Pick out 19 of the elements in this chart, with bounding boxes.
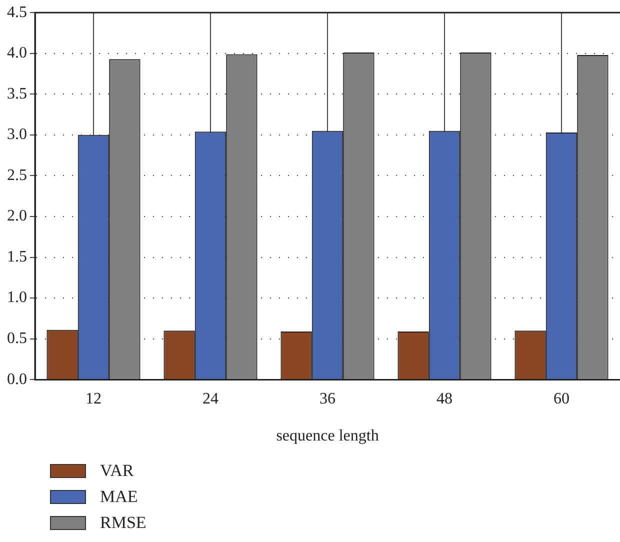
y-tick-label: 0.5 <box>7 330 27 348</box>
y-tick-label: 1.5 <box>7 248 27 266</box>
x-axis-title: sequence length <box>276 428 379 445</box>
legend-label: MAE <box>100 487 138 507</box>
x-tick-label: 60 <box>554 390 570 408</box>
y-tick-label: 4.0 <box>7 44 27 62</box>
legend-label: RMSE <box>100 513 146 533</box>
y-tick-label: 1.0 <box>7 289 27 306</box>
x-tick-label: 12 <box>86 390 102 408</box>
y-tick-label: 4.5 <box>7 4 27 21</box>
y-tick-label: 0.0 <box>7 370 27 388</box>
y-tick-label: 2.5 <box>7 166 27 184</box>
y-tick-label: 3.0 <box>7 126 27 144</box>
legend-label: VAR <box>100 461 134 481</box>
y-tick-label: 2.0 <box>7 208 27 225</box>
x-tick-label: 36 <box>320 390 336 408</box>
x-tick-label: 24 <box>202 390 218 408</box>
x-tick-label: 48 <box>436 390 452 408</box>
y-tick-label: 3.5 <box>7 85 27 102</box>
